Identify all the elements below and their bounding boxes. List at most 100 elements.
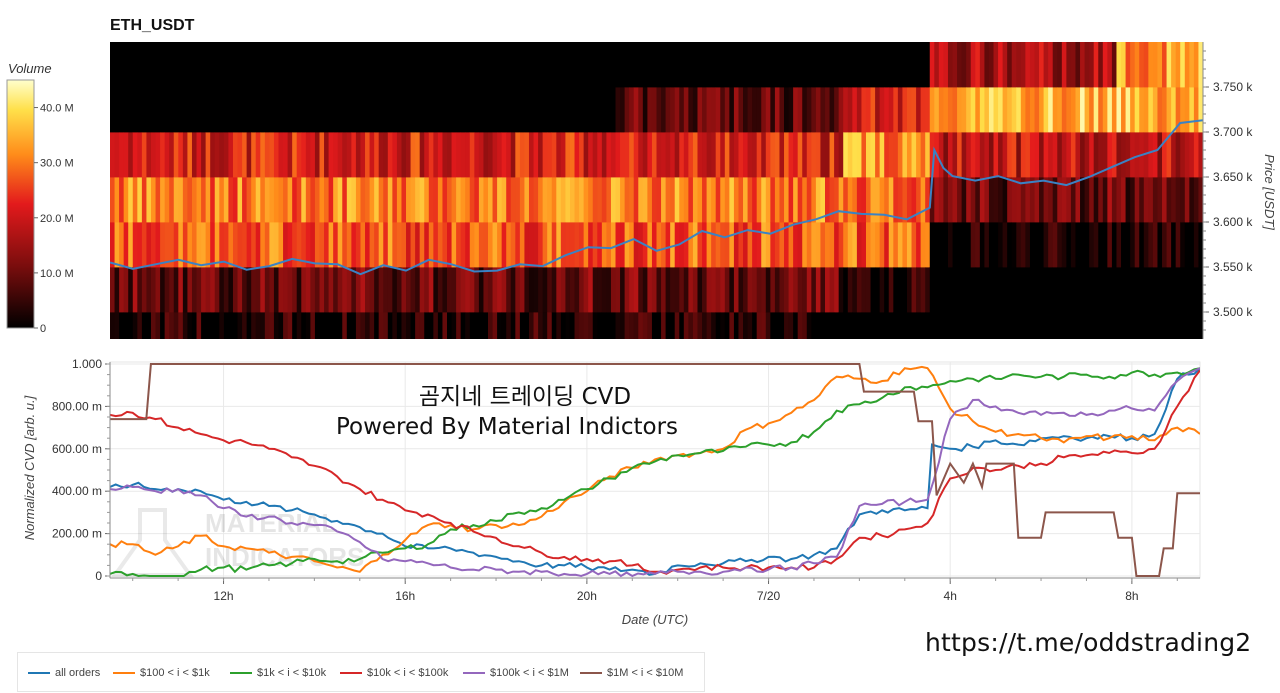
heatmap-cell <box>1189 177 1195 223</box>
heatmap-cell <box>278 267 284 313</box>
heatmap-cell <box>132 132 138 178</box>
heatmap-cell <box>1171 42 1177 88</box>
heatmap-cell <box>351 42 357 88</box>
heatmap-cell <box>1080 132 1086 178</box>
heatmap-cell <box>538 132 544 178</box>
heatmap-cell <box>1002 42 1008 88</box>
heatmap-cell <box>852 222 858 268</box>
heatmap-cell <box>1171 177 1177 223</box>
heatmap-cell <box>433 312 439 339</box>
legend-item[interactable]: $1M < i < $10M <box>580 667 683 679</box>
heatmap-cell <box>998 222 1004 268</box>
heatmap-cell <box>879 267 885 313</box>
heatmap-cell <box>164 132 170 178</box>
heatmap-cell <box>702 177 708 223</box>
heatmap-cell <box>893 132 899 178</box>
legend-item[interactable]: $100k < i < $1M <box>463 667 569 679</box>
heatmap-cell <box>770 222 776 268</box>
heatmap-cell <box>223 132 230 178</box>
heatmap-cell <box>1061 132 1067 178</box>
heatmap-cell <box>738 42 744 88</box>
heatmap-cell <box>897 87 904 133</box>
heatmap-cell <box>606 222 612 268</box>
heatmap-cell <box>547 222 553 268</box>
heatmap-cell <box>369 312 375 339</box>
heatmap-cell <box>519 267 526 313</box>
legend-swatch <box>113 672 135 675</box>
heatmap-cell <box>938 177 945 223</box>
heatmap-cell <box>1007 222 1013 268</box>
heatmap-cell <box>711 132 717 178</box>
heatmap-cell <box>856 222 863 268</box>
heatmap-cell <box>1134 267 1140 313</box>
heatmap-cell <box>779 42 785 88</box>
heatmap-cell <box>551 87 557 133</box>
heatmap-cell <box>492 87 498 133</box>
heatmap-cell <box>451 177 457 223</box>
heatmap-cell <box>811 222 817 268</box>
legend-item[interactable]: all orders <box>28 667 100 679</box>
heatmap-cell <box>401 267 407 313</box>
legend-item[interactable]: $1k < i < $10k <box>230 667 326 679</box>
heatmap-cell <box>656 87 662 133</box>
heatmap-cell <box>355 312 362 339</box>
heatmap-cell <box>178 177 184 223</box>
heatmap-cell <box>998 267 1004 313</box>
heatmap-cell <box>779 132 785 178</box>
legend-item[interactable]: $100 < i < $1k <box>113 667 210 679</box>
heatmap-cell <box>342 177 348 223</box>
heatmap-cell <box>333 87 339 133</box>
heatmap-cell <box>743 222 749 268</box>
heatmap-cell <box>642 87 648 133</box>
heatmap-cell <box>228 222 234 268</box>
heatmap-cell <box>155 177 161 223</box>
heatmap-cell <box>369 132 375 178</box>
heatmap-cell <box>884 312 890 339</box>
heatmap-cell <box>1011 222 1017 268</box>
heatmap-cell <box>683 132 689 178</box>
heatmap-cell <box>1162 42 1168 88</box>
heatmap-cell <box>1057 132 1063 178</box>
heatmap-cell <box>378 222 384 268</box>
legend-item[interactable]: $10k < i < $100k <box>340 667 448 679</box>
heatmap-cell <box>679 42 685 88</box>
heatmap-cell <box>123 132 129 178</box>
heatmap-cell <box>606 177 612 223</box>
heatmap-cell <box>610 42 617 88</box>
heatmap-cell <box>852 132 858 178</box>
heatmap-cell <box>738 177 744 223</box>
heatmap-cell <box>155 132 161 178</box>
heatmap-cell <box>638 222 644 268</box>
heatmap-cell <box>296 312 302 339</box>
heatmap-cell <box>702 222 708 268</box>
heatmap-cell <box>1111 42 1118 88</box>
heatmap-cell <box>296 87 302 133</box>
telegram-link[interactable]: https://t.me/oddstrading2 <box>925 628 1252 657</box>
heatmap-cell <box>483 87 489 133</box>
heatmap-cell <box>642 312 648 339</box>
heatmap-cell <box>296 132 302 178</box>
heatmap-cell <box>501 267 507 313</box>
heatmap-cell <box>497 42 503 88</box>
heatmap-cell <box>865 222 872 268</box>
heatmap-cell <box>201 222 207 268</box>
heatmap-cell <box>574 267 580 313</box>
heatmap-cell <box>551 42 557 88</box>
x-tick-label: 8h <box>1125 589 1138 603</box>
heatmap-cell <box>415 42 421 88</box>
heatmap-cell <box>647 132 653 178</box>
cvd-series-line <box>110 367 1200 578</box>
heatmap-cell <box>1066 42 1072 88</box>
heatmap-cell <box>155 87 161 133</box>
heatmap-cell <box>556 312 562 339</box>
heatmap-cell <box>492 177 498 223</box>
heatmap-cell <box>283 132 289 178</box>
heatmap-cell <box>528 42 535 88</box>
heatmap-cell <box>620 132 626 178</box>
heatmap-cell <box>743 177 749 223</box>
heatmap-cell <box>747 222 753 268</box>
heatmap-cell <box>1052 222 1058 268</box>
heatmap-cell <box>333 132 339 178</box>
heatmap-cell <box>674 42 680 88</box>
heatmap-cell <box>478 267 485 313</box>
